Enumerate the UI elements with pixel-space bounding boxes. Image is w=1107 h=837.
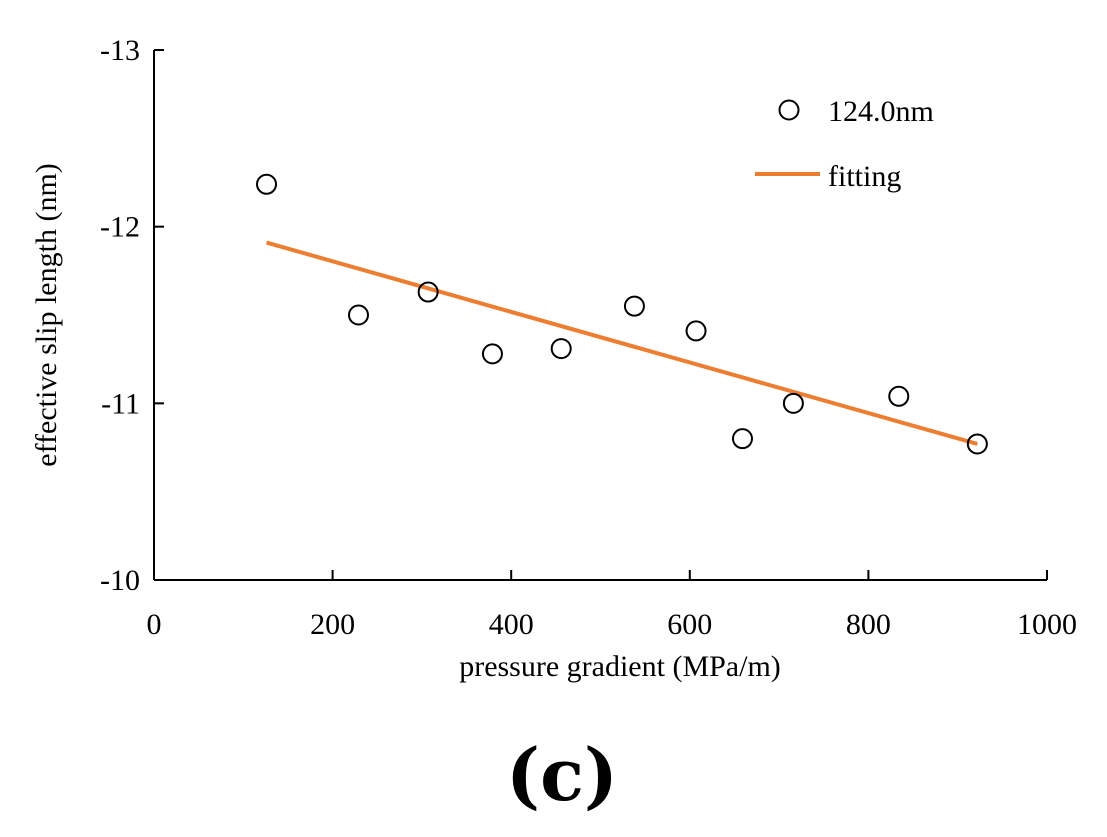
legend: 124.0nm fitting	[755, 95, 934, 193]
fitting-line	[265, 240, 978, 446]
x-tick-label: 800	[846, 608, 891, 641]
data-point	[966, 433, 988, 455]
axes	[153, 50, 1047, 581]
data-series	[256, 173, 988, 455]
y-tick-label: -12	[100, 211, 140, 244]
x-tick-label: 600	[667, 608, 712, 641]
x-tick-label: 400	[489, 608, 534, 641]
data-point	[888, 385, 910, 407]
panel-label: (c)	[506, 732, 618, 817]
data-point	[731, 428, 753, 450]
legend-label-fitting: fitting	[828, 160, 901, 193]
y-ticks: -10 -11 -12 -13	[100, 34, 164, 597]
x-tick-label: 200	[310, 608, 355, 641]
data-point	[782, 392, 804, 414]
fitting-series	[265, 240, 978, 446]
data-point	[481, 343, 503, 365]
data-point	[256, 173, 278, 195]
y-tick-label: -11	[101, 387, 140, 420]
x-tick-label: 0	[147, 608, 162, 641]
x-tick-label: 1000	[1017, 608, 1077, 641]
x-axis-title: pressure gradient (MPa/m)	[459, 650, 781, 683]
legend-label-series: 124.0nm	[828, 95, 934, 128]
data-point	[417, 281, 439, 303]
data-point	[685, 320, 707, 342]
data-point	[550, 338, 572, 360]
y-tick-label: -13	[100, 34, 140, 67]
y-axis-title: effective slip length (nm)	[30, 163, 63, 467]
y-tick-label: -10	[100, 564, 140, 597]
data-point	[623, 295, 645, 317]
legend-marker-circle	[778, 99, 800, 121]
data-point	[347, 304, 369, 326]
x-ticks: 0 200 400 600 800 1000	[147, 570, 1077, 641]
